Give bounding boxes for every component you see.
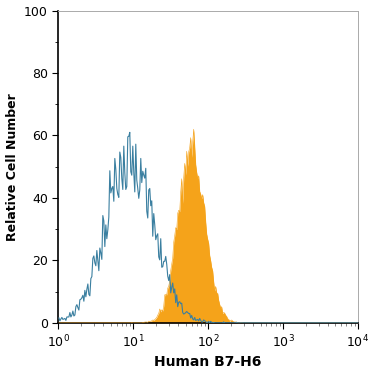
Y-axis label: Relative Cell Number: Relative Cell Number <box>6 93 18 241</box>
X-axis label: Human B7-H6: Human B7-H6 <box>154 356 262 369</box>
